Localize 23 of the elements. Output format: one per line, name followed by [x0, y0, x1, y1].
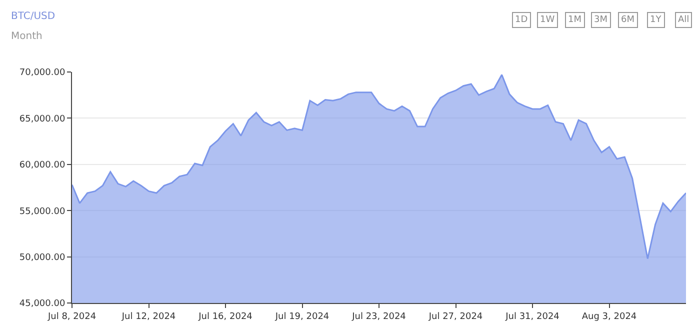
- y-tick-label: 45,000.00: [19, 299, 66, 310]
- y-tick-label: 65,000.00: [19, 114, 66, 124]
- x-tick-label: Aug 3, 2024: [582, 312, 637, 322]
- x-tick-label: Jul 16, 2024: [198, 312, 253, 322]
- y-tick-label: 70,000.00: [19, 68, 66, 78]
- chart-subtitle: Month: [11, 31, 42, 42]
- text: 1W: [540, 15, 555, 25]
- x-tick-label: Jul 31, 2024: [504, 312, 560, 322]
- x-tick-label: Jul 19, 2024: [274, 312, 330, 322]
- x-tick-label: Jul 27, 2024: [428, 312, 483, 322]
- x-tick-label: Jul 23, 2024: [351, 312, 406, 322]
- text: 1M: [568, 15, 582, 25]
- text: 3M: [594, 15, 608, 25]
- text: 6M: [621, 15, 634, 25]
- x-tick-label: Jul 12, 2024: [120, 312, 176, 322]
- text: All: [678, 15, 690, 25]
- text: 1Y: [650, 15, 662, 25]
- x-tick-label: Jul 8, 2024: [46, 312, 96, 322]
- y-tick-label: 50,000.00: [19, 252, 66, 263]
- chart-title: BTC/USD: [11, 11, 56, 22]
- text: 1D: [515, 15, 528, 25]
- y-tick-label: 60,000.00: [19, 160, 66, 171]
- y-tick-label: 55,000.00: [19, 206, 66, 217]
